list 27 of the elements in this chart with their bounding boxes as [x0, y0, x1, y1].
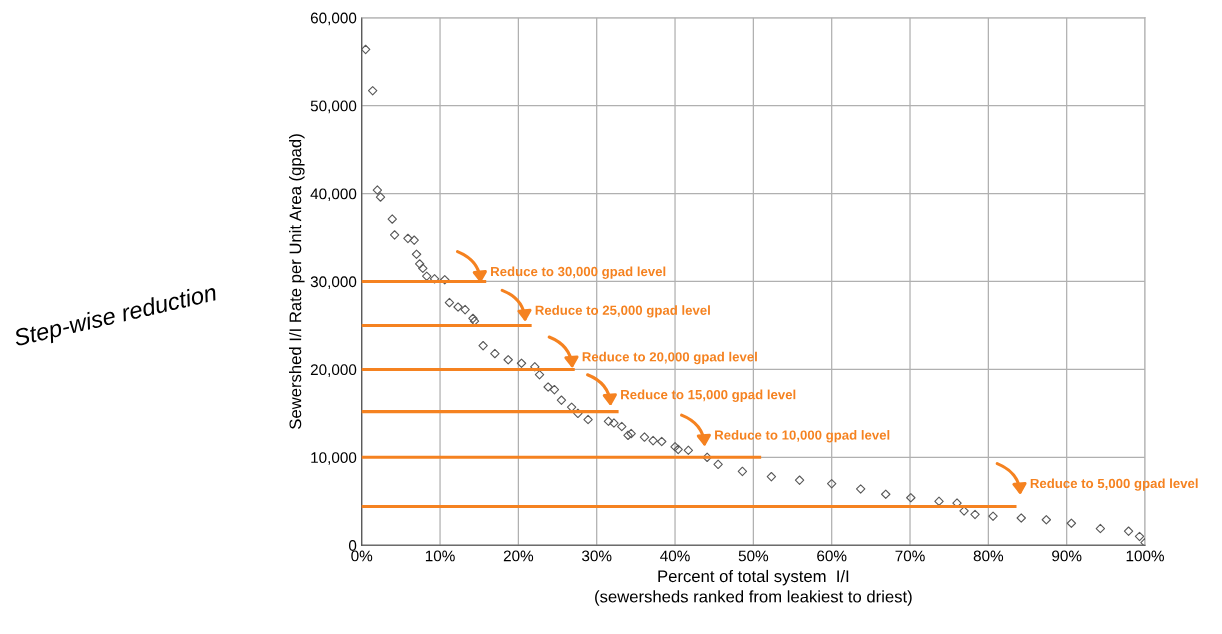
x-tick-label: 0% — [351, 550, 373, 562]
y-axis-title: Sewershed I/I Rate per Unit Area (gpad) — [289, 134, 305, 429]
x-tick-label: 80% — [973, 550, 1004, 562]
x-tick-label: 20% — [503, 550, 534, 562]
x-tick-label: 40% — [660, 550, 690, 562]
y-tick-label: 60,000 — [310, 12, 357, 26]
x-tick-label: 50% — [738, 550, 769, 562]
annotation: Reduce to 5,000 gpad level — [1030, 478, 1198, 491]
y-tick-label: 20,000 — [310, 364, 357, 377]
y-tick-label: 50,000 — [310, 100, 357, 114]
y-tick-label: 40,000 — [310, 188, 357, 202]
annotation: Reduce to 30,000 gpad level — [491, 266, 666, 279]
y-tick-label: 10,000 — [311, 452, 357, 465]
y-tick-label: 0 — [348, 540, 357, 551]
x-tick-label: 90% — [1052, 550, 1082, 562]
x-tick-label: 30% — [582, 550, 612, 562]
x-axis-title: Percent of total system I/I (sewersheds ranked from leakiest to driest) — [595, 569, 912, 606]
x-tick-label: 10% — [425, 550, 455, 562]
y-tick-label: 30,000 — [310, 276, 357, 289]
text: Step-wise reduction — [12, 283, 219, 351]
x-tick-label: 70% — [895, 550, 925, 562]
annotation: Reduce to 10,000 gpad level — [715, 430, 890, 443]
annotation: Reduce to 20,000 gpad level — [582, 351, 757, 365]
x-tick-label: 60% — [817, 550, 847, 562]
annotation: Reduce to 25,000 gpad level — [535, 305, 710, 318]
annotation: Reduce to 15,000 gpad level — [621, 389, 796, 402]
x-tick-label: 100% — [1126, 550, 1165, 562]
